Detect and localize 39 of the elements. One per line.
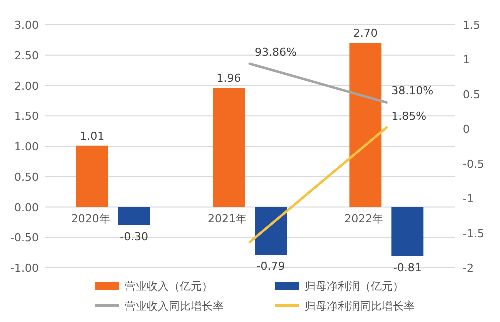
y-tick-label: 3.00 bbox=[14, 19, 39, 32]
data-label: 38.10% bbox=[392, 84, 434, 98]
legend-label: 营业收入（亿元） bbox=[125, 280, 213, 293]
y-tick-label: 2.50 bbox=[14, 49, 39, 62]
data-label: 2.70 bbox=[353, 27, 378, 40]
data-label: 1.01 bbox=[80, 130, 105, 143]
data-label: -0.30 bbox=[120, 230, 149, 244]
y2-tick-label: 1.5 bbox=[463, 19, 480, 32]
bar bbox=[255, 207, 287, 256]
y-tick-label: 1.00 bbox=[14, 140, 39, 154]
y2-tick-label: 0.5 bbox=[463, 88, 480, 102]
y-tick-label: 2.00 bbox=[14, 80, 39, 93]
y-tick-label: 0.00 bbox=[14, 201, 39, 214]
bar bbox=[392, 207, 424, 256]
y2-tick-label: -1 bbox=[463, 192, 474, 206]
data-label: 1.96 bbox=[216, 72, 242, 86]
y-tick-label: 1.50 bbox=[14, 110, 39, 124]
y2-tick-label: -2 bbox=[463, 262, 474, 275]
bar bbox=[213, 88, 245, 208]
data-label: 1.85% bbox=[392, 110, 427, 123]
bar bbox=[350, 43, 382, 208]
y-tick-label: -0.50 bbox=[10, 232, 39, 245]
x-tick-label: 2020年 bbox=[71, 212, 110, 226]
y2-tick-label: -0.5 bbox=[463, 158, 484, 171]
legend-label: 归母净利润（亿元） bbox=[305, 280, 404, 293]
data-label: -0.81 bbox=[393, 261, 422, 274]
legend-label: 归母净利润同比增长率 bbox=[305, 300, 415, 313]
legend-label: 营业收入同比增长率 bbox=[125, 300, 224, 313]
data-label: 93.86% bbox=[255, 46, 297, 59]
y2-tick-label: -1.5 bbox=[463, 227, 484, 240]
bar bbox=[76, 146, 108, 208]
x-tick-label: 2022年 bbox=[344, 212, 384, 226]
x-tick-label: 2021年 bbox=[208, 212, 247, 226]
y-tick-label: 0.50 bbox=[14, 170, 39, 184]
bar bbox=[118, 207, 150, 226]
y2-tick-label: 1 bbox=[463, 54, 470, 67]
data-label: -0.79 bbox=[256, 260, 286, 274]
y2-tick-label: 0 bbox=[463, 123, 470, 136]
y-tick-label: -1.00 bbox=[10, 262, 39, 275]
